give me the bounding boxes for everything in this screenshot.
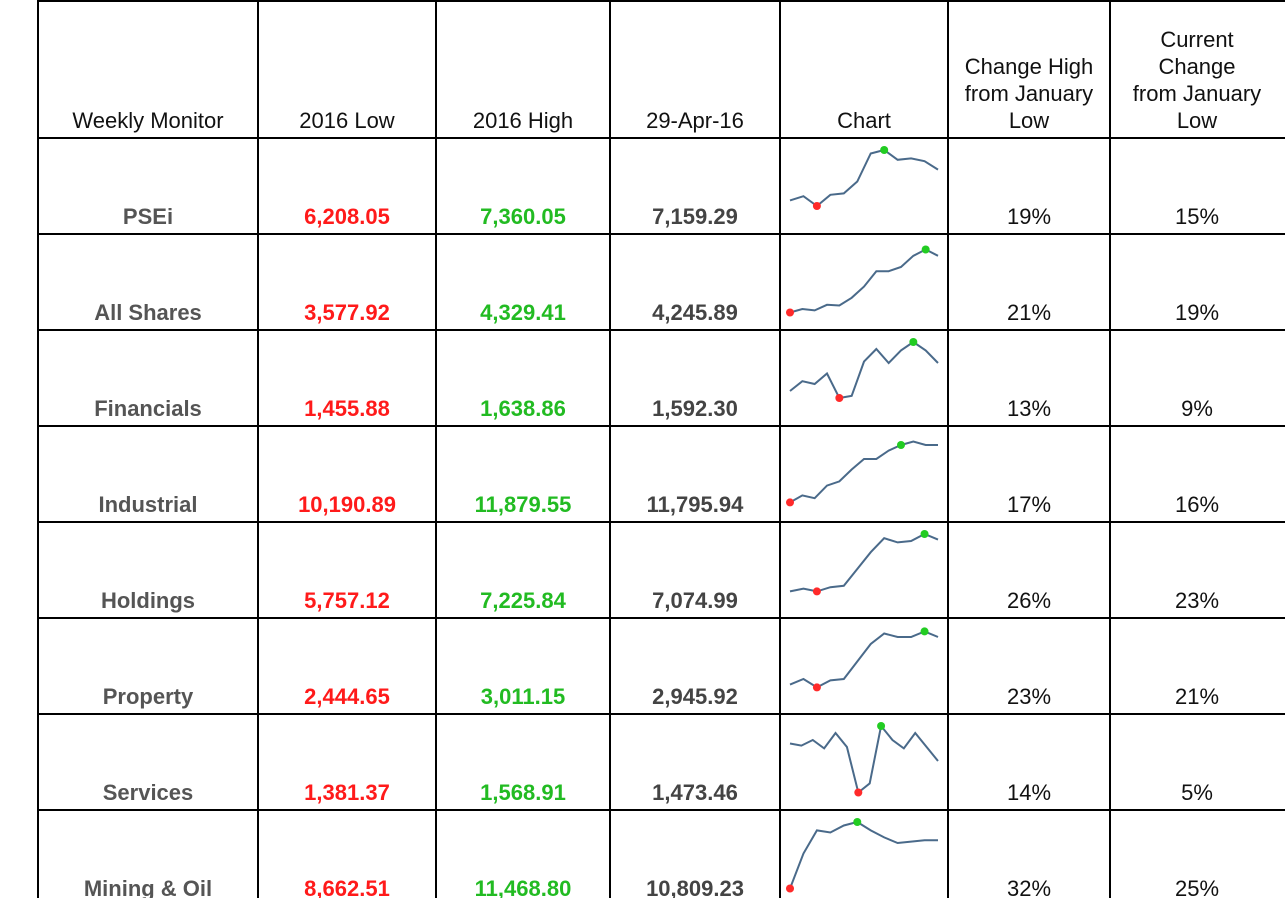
cell-value: 14% <box>1007 780 1051 805</box>
cell-value: 5,757.12 <box>304 588 390 613</box>
sparkline <box>789 723 939 795</box>
sparkline-low <box>786 498 794 507</box>
column-header: Chart <box>837 108 891 133</box>
cell-value: 16% <box>1175 492 1219 517</box>
column-header: Low <box>1177 108 1217 133</box>
cell-value: 11,795.94 <box>647 492 744 517</box>
sparkline <box>789 532 939 593</box>
sparkline-low <box>835 394 844 402</box>
sparkline-low <box>786 308 794 317</box>
cell-value: 7,360.05 <box>480 204 566 229</box>
column-header: Change High <box>965 54 1093 79</box>
sparkline-high <box>877 722 886 730</box>
sparkline <box>789 820 938 889</box>
column-header: 2016 Low <box>299 108 395 133</box>
row-label: All Shares <box>94 300 202 325</box>
cell-value: 5% <box>1181 780 1213 805</box>
sparkline-high <box>853 818 862 826</box>
cell-value: 4,329.41 <box>480 300 566 325</box>
cell-value: 19% <box>1175 300 1219 325</box>
sparkline-low <box>812 683 821 692</box>
cell-value: 11,879.55 <box>475 492 572 517</box>
cell-value: 7,159.29 <box>652 204 738 229</box>
column-header: Change <box>1158 54 1235 79</box>
cell-value: 1,455.88 <box>304 396 390 421</box>
cell-value: 1,592.30 <box>652 396 738 421</box>
cell-value: 21% <box>1007 300 1051 325</box>
cell-value: 13% <box>1007 396 1051 421</box>
cell-value: 3,011.15 <box>481 684 565 709</box>
cell-value: 15% <box>1175 204 1219 229</box>
sparkline-high <box>920 530 929 538</box>
row-label: Holdings <box>101 588 195 613</box>
cell-value: 23% <box>1175 588 1219 613</box>
sparkline <box>789 340 939 400</box>
row-label: Services <box>103 780 194 805</box>
cell-value: 8,662.51 <box>304 876 390 898</box>
cell-value: 19% <box>1007 204 1051 229</box>
sparkline-high <box>880 146 889 154</box>
cell-value: 7,074.99 <box>652 588 738 613</box>
row-label: Mining & Oil <box>84 876 212 898</box>
column-header: from January <box>965 81 1093 106</box>
sparkline <box>789 630 939 689</box>
column-header: Weekly Monitor <box>72 108 223 133</box>
sparkline-low <box>786 884 794 893</box>
sparkline <box>789 248 939 314</box>
column-header: 2016 High <box>473 108 573 133</box>
column-header: from January <box>1133 81 1261 106</box>
sparkline-low <box>854 788 863 797</box>
cell-value: 10,190.89 <box>298 492 396 517</box>
cell-value: 32% <box>1007 876 1051 898</box>
cell-value: 21% <box>1175 684 1219 709</box>
cell-value: 10,809.23 <box>646 876 744 898</box>
column-header: Current <box>1160 27 1233 52</box>
sparkline-low <box>812 202 821 210</box>
row-label: Property <box>103 684 194 709</box>
sparkline-high <box>920 627 929 636</box>
column-header: Low <box>1009 108 1049 133</box>
cell-value: 2,444.65 <box>304 684 390 709</box>
sparkline <box>789 440 938 504</box>
cell-value: 25% <box>1175 876 1219 898</box>
cell-value: 1,568.91 <box>480 780 566 805</box>
cell-value: 26% <box>1007 588 1051 613</box>
cell-value: 17% <box>1007 492 1051 517</box>
cell-value: 7,225.84 <box>480 588 566 613</box>
cell-value: 4,245.89 <box>652 300 738 325</box>
cell-value: 2,945.92 <box>652 684 738 709</box>
cell-value: 11,468.80 <box>475 876 572 898</box>
sparkline-high <box>909 338 918 346</box>
sparkline-low <box>812 587 821 596</box>
cell-value: 1,473.46 <box>652 780 738 805</box>
cell-value: 3,577.92 <box>304 300 390 325</box>
column-header: 29-Apr-16 <box>646 108 744 133</box>
cell-value: 9% <box>1181 396 1213 421</box>
sparkline-high <box>897 441 905 449</box>
cell-value: 23% <box>1007 684 1051 709</box>
row-label: Industrial <box>98 492 197 517</box>
row-label: Financials <box>94 396 202 421</box>
cell-value: 1,381.37 <box>304 780 390 805</box>
cell-value: 6,208.05 <box>304 204 390 229</box>
row-label: PSEi <box>123 204 173 229</box>
sparkline <box>789 148 939 208</box>
cell-value: 1,638.86 <box>480 396 566 421</box>
sparkline-high <box>921 245 930 254</box>
